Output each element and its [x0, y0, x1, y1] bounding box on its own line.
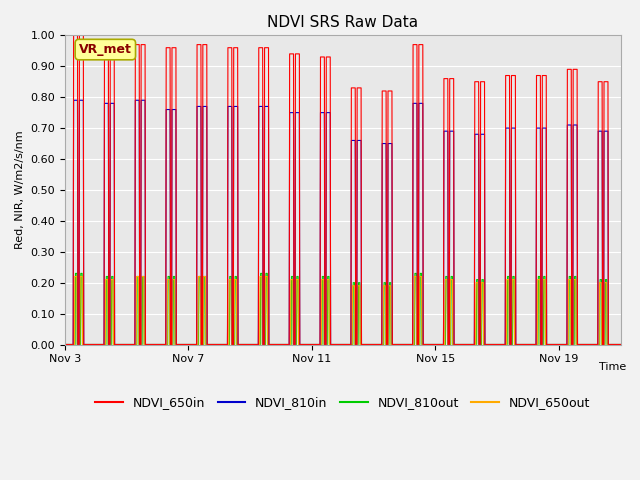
Title: NDVI SRS Raw Data: NDVI SRS Raw Data — [268, 15, 419, 30]
NDVI_810out — [467, 342, 475, 348]
NDVI_650in — [61, 342, 69, 348]
Legend: NDVI_650in, NDVI_810in, NDVI_810out, NDVI_650out: NDVI_650in, NDVI_810in, NDVI_810out, NDV… — [90, 391, 595, 414]
Line: NDVI_650out: NDVI_650out — [65, 276, 621, 345]
Text: VR_met: VR_met — [79, 43, 132, 56]
X-axis label: Time: Time — [599, 361, 626, 372]
Line: NDVI_810in: NDVI_810in — [65, 100, 621, 345]
NDVI_650out — [324, 276, 332, 282]
NDVI_810in — [70, 97, 77, 103]
NDVI_810in — [617, 342, 625, 348]
NDVI_650in — [70, 33, 77, 38]
NDVI_650in — [586, 342, 594, 348]
NDVI_810out — [72, 271, 79, 276]
NDVI_810out — [483, 342, 491, 348]
NDVI_810in — [324, 110, 332, 116]
NDVI_650out — [250, 342, 258, 348]
NDVI_810in — [61, 342, 69, 348]
NDVI_810in — [586, 342, 594, 348]
NDVI_650out — [61, 342, 69, 348]
NDVI_810in — [593, 342, 601, 348]
Line: NDVI_810out: NDVI_810out — [65, 274, 621, 345]
NDVI_650out — [593, 342, 601, 348]
NDVI_650in — [467, 342, 475, 348]
NDVI_650out — [617, 342, 625, 348]
NDVI_650in — [250, 342, 258, 348]
NDVI_810out — [593, 342, 601, 348]
NDVI_650in — [593, 342, 601, 348]
NDVI_810out — [250, 342, 258, 348]
NDVI_810out — [586, 342, 594, 348]
NDVI_650in — [617, 342, 625, 348]
NDVI_810in — [250, 342, 258, 348]
NDVI_650out — [71, 274, 79, 279]
Line: NDVI_650in: NDVI_650in — [65, 36, 621, 345]
NDVI_650in — [324, 54, 332, 60]
NDVI_650in — [483, 342, 491, 348]
NDVI_810out — [617, 342, 625, 348]
NDVI_650out — [483, 342, 491, 348]
NDVI_810in — [483, 342, 491, 348]
NDVI_810out — [61, 342, 69, 348]
Y-axis label: Red, NIR, W/m2/s/nm: Red, NIR, W/m2/s/nm — [15, 131, 25, 249]
NDVI_810in — [467, 342, 475, 348]
NDVI_650out — [586, 342, 594, 348]
NDVI_650out — [467, 342, 475, 348]
NDVI_810out — [324, 274, 332, 279]
